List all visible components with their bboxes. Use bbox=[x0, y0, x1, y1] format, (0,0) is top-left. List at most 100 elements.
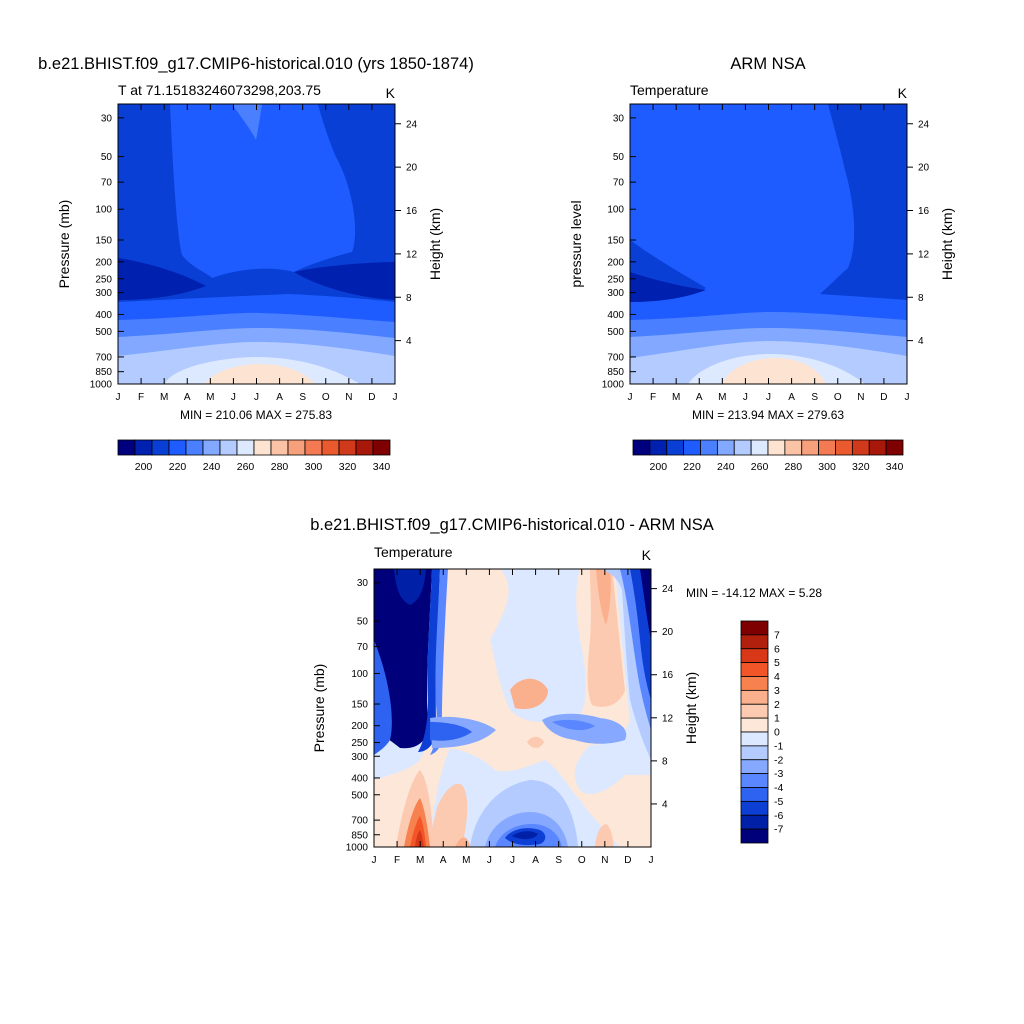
colorbar-swatch bbox=[168, 439, 187, 456]
colorbar-label: 320 bbox=[852, 461, 870, 473]
x-tick-label: J bbox=[254, 392, 259, 403]
colorbar-swatch bbox=[740, 634, 769, 650]
x-tick-label: F bbox=[138, 392, 144, 403]
x-tick-label: D bbox=[624, 855, 631, 866]
contour-band bbox=[430, 569, 448, 755]
colorbar-swatch bbox=[767, 439, 786, 456]
panel-diff-y-right-label: Height (km) bbox=[683, 672, 699, 744]
x-tick-label: O bbox=[834, 392, 842, 403]
colorbar-swatch bbox=[202, 439, 221, 456]
x-tick-label: A bbox=[276, 392, 283, 403]
panel-obs-axes: J F M A M J J A S O N D J 30 50 70 100 150 200 250 300 400 500… bbox=[602, 104, 930, 403]
colorbar-swatch bbox=[632, 439, 651, 456]
colorbar-swatch bbox=[304, 439, 323, 456]
pressure-tick-label: 700 bbox=[351, 816, 368, 827]
colorbar-swatch bbox=[818, 439, 836, 456]
pressure-tick-label: 30 bbox=[357, 578, 369, 589]
colorbar-swatch bbox=[236, 439, 255, 456]
pressure-tick-label: 100 bbox=[607, 205, 624, 216]
height-tick-label: 4 bbox=[662, 799, 668, 810]
colorbar-swatch bbox=[868, 439, 887, 456]
panel-model-contour-fill bbox=[118, 104, 395, 384]
x-tick-label: M bbox=[416, 855, 424, 866]
pressure-tick-label: 50 bbox=[613, 152, 625, 163]
panel-model-variable-label: T at 71.15183246073298,203.75 bbox=[118, 82, 321, 98]
x-tick-label: J bbox=[510, 855, 515, 866]
pressure-tick-label: 70 bbox=[101, 178, 113, 189]
colorbar-label: 340 bbox=[886, 461, 904, 473]
pressure-tick-label: 200 bbox=[607, 257, 624, 268]
colorbar-label: 220 bbox=[169, 461, 187, 473]
pressure-tick-label: 1000 bbox=[90, 380, 113, 391]
contour-band bbox=[205, 364, 315, 384]
contour-band bbox=[596, 569, 611, 625]
x-tick-label: O bbox=[578, 855, 586, 866]
contour-band bbox=[415, 830, 424, 847]
colorbar-swatch bbox=[683, 439, 701, 456]
contour-band bbox=[722, 358, 826, 384]
colorbar-swatch bbox=[740, 828, 769, 844]
colorbar-label: -7 bbox=[774, 824, 783, 836]
contour-band bbox=[595, 824, 614, 847]
x-tick-label: A bbox=[532, 855, 539, 866]
x-tick-label: J bbox=[905, 392, 910, 403]
colorbar-swatch bbox=[338, 439, 357, 456]
colorbar-label: 0 bbox=[774, 727, 780, 739]
height-tick-label: 12 bbox=[918, 249, 930, 260]
contour-band bbox=[430, 722, 472, 741]
x-tick-label: A bbox=[184, 392, 191, 403]
pressure-tick-label: 100 bbox=[95, 205, 112, 216]
height-tick-label: 4 bbox=[406, 336, 412, 347]
pressure-tick-label: 700 bbox=[607, 352, 624, 363]
pressure-tick-label: 300 bbox=[95, 288, 112, 299]
x-tick-label: M bbox=[462, 855, 470, 866]
colorbar-swatch bbox=[134, 439, 153, 456]
height-tick-label: 16 bbox=[406, 206, 418, 217]
pressure-tick-label: 500 bbox=[95, 327, 112, 338]
x-tick-label: J bbox=[766, 392, 771, 403]
panel-model-minmax: MIN = 210.06 MAX = 275.83 bbox=[180, 408, 332, 422]
height-tick-label: 8 bbox=[918, 293, 924, 304]
colorbar-swatch bbox=[151, 439, 170, 456]
contour-band bbox=[527, 736, 544, 748]
x-tick-label: N bbox=[857, 392, 864, 403]
contour-band bbox=[118, 258, 395, 300]
colorbar-swatch bbox=[740, 662, 769, 677]
colorbar-label: 2 bbox=[774, 699, 780, 711]
panel-diff-y-left-label: Pressure (mb) bbox=[311, 664, 327, 753]
height-tick-label: 12 bbox=[406, 249, 418, 260]
height-tick-label: 24 bbox=[406, 119, 418, 130]
colorbar-label: 4 bbox=[774, 671, 780, 683]
x-tick-label: S bbox=[555, 855, 562, 866]
pressure-tick-label: 300 bbox=[351, 752, 368, 763]
colorbar-swatch bbox=[740, 620, 769, 636]
panel-obs-y-right-label: Height (km) bbox=[939, 208, 955, 280]
colorbar-label: -6 bbox=[774, 810, 783, 822]
contour-band bbox=[374, 640, 392, 755]
pressure-tick-label: 400 bbox=[95, 310, 112, 321]
panel-diff-contour-fill bbox=[374, 569, 651, 847]
colorbar-label: 5 bbox=[774, 657, 780, 669]
colorbar-label: 260 bbox=[751, 461, 769, 473]
x-tick-label: S bbox=[299, 392, 306, 403]
colorbar-swatch bbox=[219, 439, 238, 456]
x-tick-label: M bbox=[718, 392, 726, 403]
panel-diff-minmax: MIN = -14.12 MAX = 5.28 bbox=[686, 586, 822, 600]
x-tick-label: M bbox=[160, 392, 168, 403]
colorbar-swatch bbox=[740, 745, 769, 761]
pressure-tick-label: 70 bbox=[613, 178, 625, 189]
pressure-tick-label: 400 bbox=[351, 773, 368, 784]
height-tick-label: 20 bbox=[662, 627, 674, 638]
colorbar-swatch bbox=[740, 689, 769, 705]
colorbar-swatch bbox=[253, 439, 272, 456]
colorbar-swatch bbox=[185, 439, 204, 456]
panel-model-title: b.e21.BHIST.f09_g17.CMIP6-historical.010… bbox=[38, 55, 474, 73]
pressure-tick-label: 30 bbox=[101, 113, 113, 124]
x-tick-label: J bbox=[372, 855, 377, 866]
x-tick-label: J bbox=[628, 392, 633, 403]
colorbar-label: 200 bbox=[135, 461, 153, 473]
x-tick-label: J bbox=[487, 855, 492, 866]
x-tick-label: J bbox=[743, 392, 748, 403]
colorbar-swatch bbox=[270, 439, 289, 456]
panel-diff-units: K bbox=[642, 547, 652, 563]
